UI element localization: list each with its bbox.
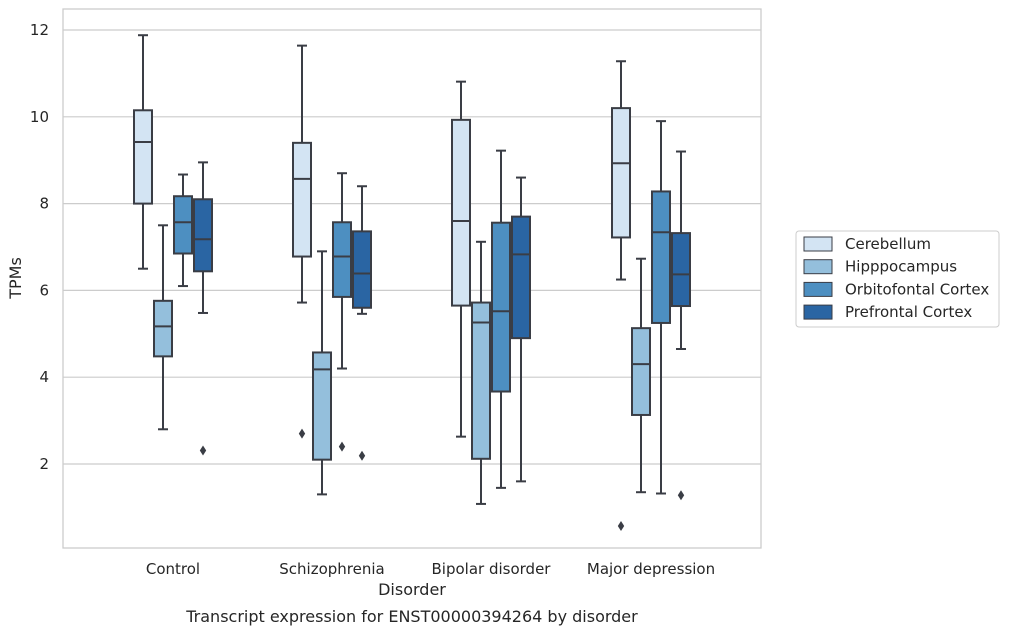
box-0-3: [193, 161, 213, 456]
legend-item: Cerebellum: [803, 235, 931, 253]
box-1-1: [312, 250, 332, 496]
legend-label: Prefrontal Cortex: [845, 303, 972, 321]
box-iqr: [312, 351, 332, 461]
box-3-1: [631, 257, 651, 494]
box-iqr: [451, 118, 471, 307]
box-1-3: [352, 185, 372, 461]
box-iqr: [292, 141, 312, 258]
chart-caption: Transcript expression for ENST0000039426…: [185, 607, 638, 626]
legend-frame: [795, 230, 1000, 328]
legend-label: Hipppocampus: [845, 258, 957, 276]
legend-item: Prefrontal Cortex: [803, 303, 972, 321]
x-tick-label: Control: [146, 560, 200, 578]
y-axis-label: TPMs: [6, 257, 25, 300]
box-iqr: [133, 109, 153, 205]
box-2-2: [491, 149, 511, 489]
box-3-2: [651, 120, 671, 495]
y-tick-label: 12: [30, 21, 49, 39]
box-iqr: [651, 190, 671, 324]
box-iqr: [193, 198, 213, 273]
box-iqr: [611, 107, 631, 239]
box-iqr: [631, 327, 651, 416]
y-tick-label: 8: [39, 195, 49, 213]
legend-swatch: [803, 259, 833, 275]
outlier-point: [677, 490, 685, 501]
box-2-3: [511, 176, 531, 483]
box-0-0: [133, 34, 153, 270]
box-iqr: [511, 215, 531, 340]
box-3-0: [611, 60, 631, 532]
box-0-1: [153, 224, 173, 431]
y-axis-ticks: 2 4 6 8 10 12: [30, 21, 49, 473]
plot-frame: [62, 8, 762, 549]
x-tick-label: Major depression: [587, 560, 715, 578]
legend-swatch: [803, 236, 833, 252]
legend-label: Orbitofontal Cortex: [845, 280, 989, 298]
box-iqr: [352, 230, 372, 309]
outlier-point: [617, 521, 625, 532]
legend-swatch: [803, 304, 833, 320]
box-plot-series: [133, 34, 691, 532]
outlier-point: [298, 428, 306, 439]
box-2-0: [451, 80, 471, 438]
outlier-point: [338, 441, 346, 452]
x-axis-label: Disorder: [378, 580, 446, 599]
y-tick-label: 10: [30, 108, 49, 126]
box-iqr: [173, 195, 193, 255]
x-tick-label: Bipolar disorder: [432, 560, 552, 578]
box-1-0: [292, 44, 312, 439]
legend-item: Orbitofontal Cortex: [803, 280, 989, 298]
box-0-2: [173, 173, 193, 288]
legend-label: Cerebellum: [845, 235, 931, 253]
box-iqr: [471, 301, 491, 460]
x-axis-ticks: Control Schizophrenia Bipolar disorder Majo…: [146, 560, 715, 578]
box-3-3: [671, 150, 691, 501]
box-iqr: [332, 221, 352, 298]
outlier-point: [199, 445, 207, 456]
box-iqr: [671, 232, 691, 308]
y-tick-label: 4: [39, 368, 49, 386]
legend: Cerebellum Hipppocampus Orbitofontal Corte…: [795, 230, 1000, 328]
box-1-2: [332, 172, 352, 452]
y-tick-label: 2: [39, 455, 49, 473]
x-tick-label: Schizophrenia: [279, 560, 384, 578]
legend-item: Hipppocampus: [803, 258, 957, 276]
box-2-1: [471, 240, 491, 505]
box-iqr: [153, 299, 173, 358]
y-tick-label: 6: [39, 281, 49, 299]
legend-items: Cerebellum Hipppocampus Orbitofontal Corte…: [803, 235, 989, 321]
legend-swatch: [803, 281, 833, 297]
box-iqr: [491, 221, 511, 393]
outlier-point: [358, 450, 366, 461]
